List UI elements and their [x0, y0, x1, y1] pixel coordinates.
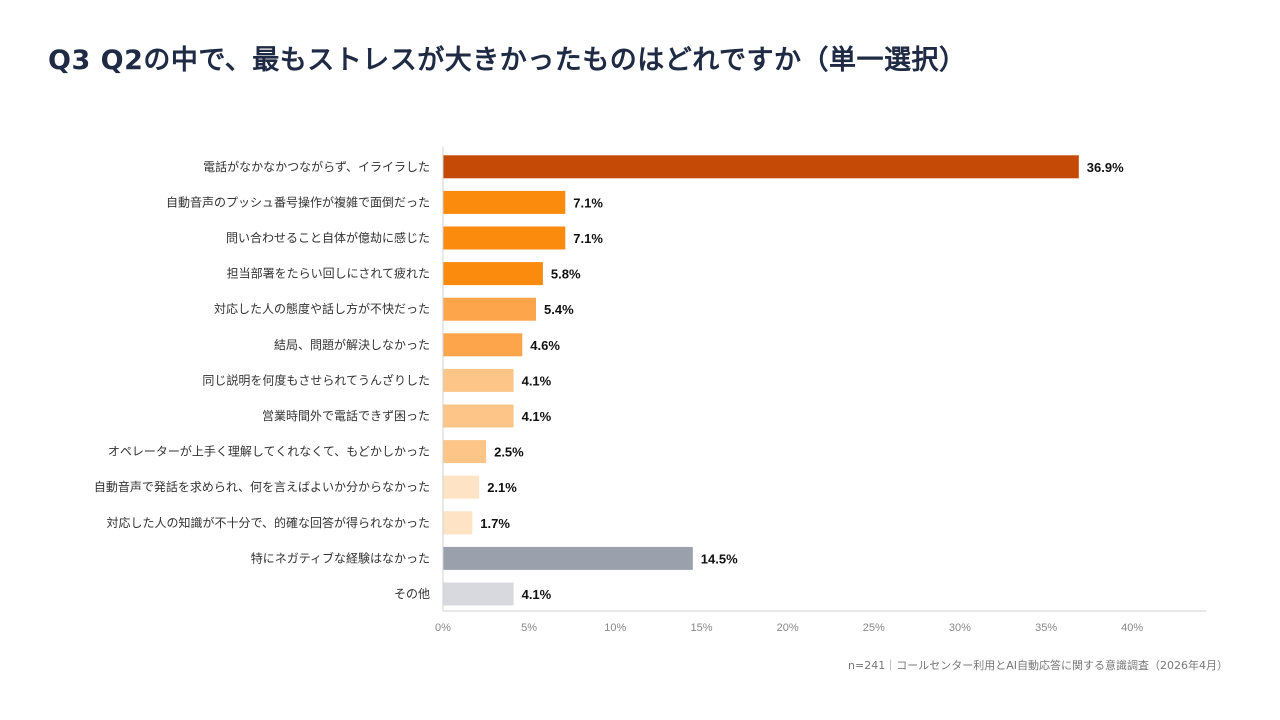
- x-tick-label: 0%: [435, 622, 451, 634]
- category-label: 問い合わせること自体が億劫に感じた: [226, 230, 430, 245]
- value-label: 7.1%: [573, 195, 603, 210]
- category-label: 結局、問題が解決しなかった: [274, 337, 430, 352]
- category-label: 担当部署をたらい回しにされて疲れた: [227, 266, 430, 281]
- bar-5: [443, 297, 536, 321]
- bar-12: [443, 546, 693, 570]
- value-label: 14.5%: [701, 551, 738, 566]
- x-tick-label: 5%: [521, 622, 537, 634]
- value-label: 2.1%: [487, 480, 517, 495]
- bar-11: [443, 511, 473, 535]
- category-label: 同じ説明を何度もさせられてうんざりした: [202, 372, 430, 387]
- bar-1: [443, 155, 1079, 179]
- x-tick-label: 30%: [949, 622, 971, 634]
- category-label: 営業時間外で電話できず困った: [262, 408, 430, 423]
- bar-6: [443, 333, 523, 357]
- bars-layer: 電話がなかなかつながらず、イライラした 36.9% 自動音声のプッシュ番号操作が複雑…: [94, 155, 1124, 606]
- bar-8: [443, 404, 514, 428]
- value-label: 4.1%: [522, 587, 552, 602]
- category-label: オペレーターが上手く理解してくれなくて、もどかしかった: [108, 444, 430, 459]
- source-note: n=241｜コールセンター利用とAI自動応答に関する意識調査（2026年4月）: [848, 659, 1228, 672]
- value-label: 2.5%: [494, 445, 524, 460]
- bar-2: [443, 190, 566, 214]
- value-label: 36.9%: [1087, 160, 1124, 175]
- x-tick-label: 20%: [777, 622, 799, 634]
- category-label: 特にネガティブな経験はなかった: [251, 550, 430, 565]
- x-tick-label: 35%: [1035, 622, 1057, 634]
- x-axis: 0% 5% 10% 15% 20% 25% 30% 35% 40%: [435, 147, 1206, 634]
- chart-title: Q3 Q2の中で、最もストレスが大きかったものはどれですか（単一選択）: [48, 45, 967, 76]
- bar-7: [443, 368, 514, 392]
- bar-3: [443, 226, 566, 250]
- bar-9: [443, 440, 487, 464]
- category-label: 対応した人の態度や話し方が不快だった: [214, 301, 430, 316]
- value-label: 7.1%: [573, 231, 603, 246]
- value-label: 1.7%: [480, 516, 510, 531]
- bar-13: [443, 582, 514, 606]
- category-label: その他: [394, 587, 430, 601]
- x-tick-label: 10%: [604, 622, 626, 634]
- bar-4: [443, 262, 543, 286]
- category-label: 自動音声で発話を求められ、何を言えばよいか分からなかった: [94, 479, 430, 494]
- category-label: 対応した人の知識が不十分で、的確な回答が得られなかった: [106, 515, 430, 530]
- value-label: 4.6%: [530, 338, 560, 353]
- value-label: 4.1%: [522, 373, 552, 388]
- bar-10: [443, 475, 480, 499]
- value-label: 5.8%: [551, 267, 581, 282]
- x-tick-label: 40%: [1121, 622, 1143, 634]
- value-label: 4.1%: [522, 409, 552, 424]
- value-label: 5.4%: [544, 302, 574, 317]
- category-label: 電話がなかなかつながらず、イライラした: [203, 159, 430, 174]
- x-tick-label: 25%: [863, 622, 885, 634]
- x-tick-label: 15%: [690, 622, 712, 634]
- category-label: 自動音声のプッシュ番号操作が複雑で面倒だった: [166, 194, 430, 209]
